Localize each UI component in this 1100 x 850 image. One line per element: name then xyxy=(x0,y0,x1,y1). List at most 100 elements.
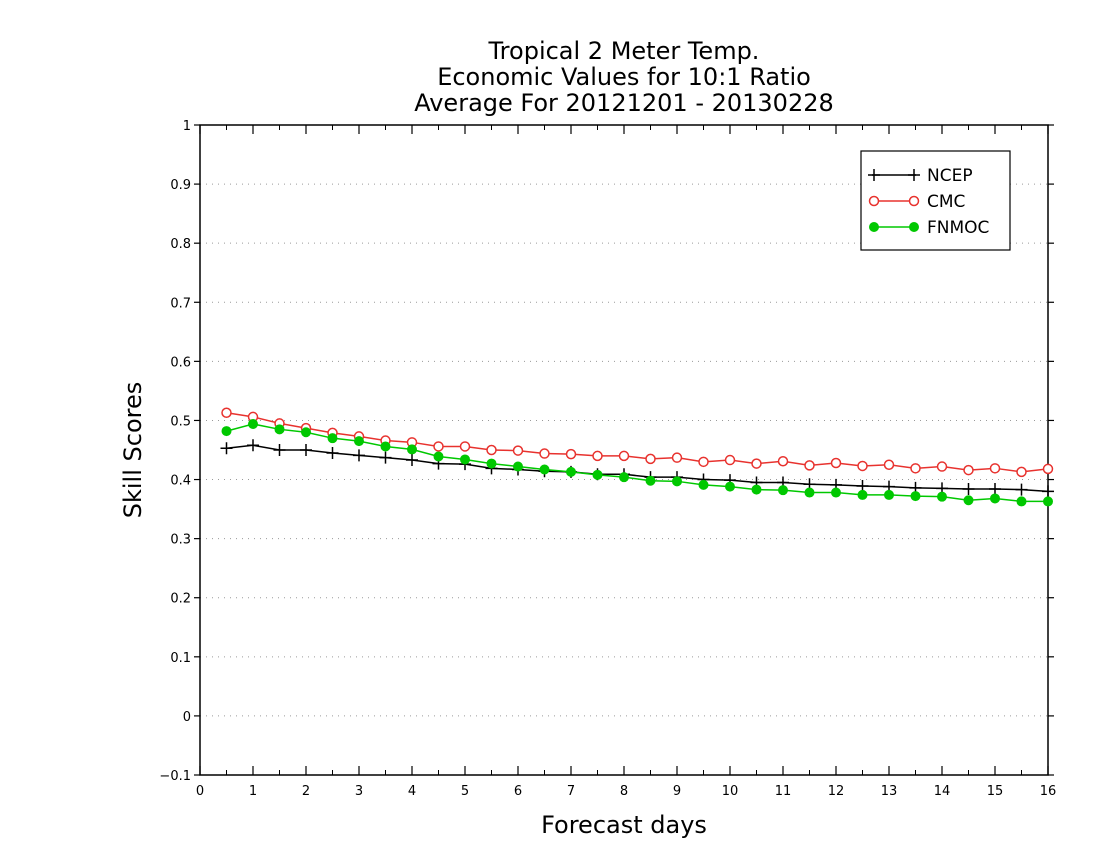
y-axis: −0.1 0 0.1 0.2 0.3 0.4 0.5 0.6 0.7 0.8 0.9 1 xyxy=(159,119,1054,784)
y-tick-label: 0.3 xyxy=(170,533,191,548)
y-tick-label: 0.2 xyxy=(170,592,191,607)
x-tick-label: 13 xyxy=(881,784,898,799)
y-tick-label: 0.1 xyxy=(170,651,191,666)
data-point-ncep xyxy=(326,446,339,459)
data-point-cmc xyxy=(936,461,948,472)
data-point-cmc xyxy=(989,463,1001,474)
legend-marker xyxy=(908,169,920,181)
legend-marker xyxy=(868,195,880,207)
y-tick-label: 0.4 xyxy=(170,474,191,489)
data-point-fnmoc xyxy=(672,476,682,487)
data-point-fnmoc xyxy=(327,433,338,444)
data-point-cmc xyxy=(486,444,497,456)
legend-marker xyxy=(909,222,919,232)
x-tick-label: 3 xyxy=(355,784,363,799)
x-tick-label: 15 xyxy=(987,784,1004,799)
series-layer xyxy=(220,407,1054,507)
data-point-fnmoc xyxy=(937,491,947,502)
data-point-fnmoc xyxy=(566,466,576,477)
title-line-2: Economic Values for 10:1 Ratio xyxy=(437,63,811,91)
data-point-fnmoc xyxy=(354,436,364,447)
data-point-cmc xyxy=(539,448,550,459)
data-point-fnmoc xyxy=(910,491,921,502)
data-point-fnmoc xyxy=(486,458,497,469)
y-tick-label: 0.9 xyxy=(170,178,191,193)
data-point-cmc xyxy=(910,463,921,474)
y-tick-label: 1 xyxy=(183,119,191,134)
data-point-cmc xyxy=(883,459,895,471)
data-point-cmc xyxy=(592,450,603,462)
data-point-fnmoc xyxy=(963,495,974,506)
legend-label-fnmoc: FNMOC xyxy=(927,218,989,238)
legend-box xyxy=(860,150,1011,251)
data-point-ncep xyxy=(220,442,233,455)
data-point-ncep xyxy=(353,449,365,462)
data-point-cmc xyxy=(724,454,736,466)
x-tick-label: 6 xyxy=(514,784,522,799)
data-point-cmc xyxy=(963,464,974,476)
x-tick-label: 8 xyxy=(620,784,628,799)
data-point-cmc xyxy=(459,441,471,452)
chart-title: Tropical 2 Meter Temp.Economic Values fo… xyxy=(414,37,834,117)
x-tick-label: 2 xyxy=(302,784,310,799)
x-tick-label: 10 xyxy=(722,784,739,799)
x-tick-label: 4 xyxy=(408,784,416,799)
legend-label-ncep: NCEP xyxy=(927,166,973,186)
data-point-ncep xyxy=(406,454,418,467)
x-axis: 0 1 2 3 4 5 6 7 8 9 10 11 12 13 14 15 16 xyxy=(196,125,1056,799)
data-point-cmc xyxy=(512,445,524,456)
data-point-fnmoc xyxy=(539,464,550,475)
data-point-cmc xyxy=(751,458,762,469)
data-point-fnmoc xyxy=(725,481,735,492)
series-fnmoc xyxy=(221,419,1053,507)
data-point-fnmoc xyxy=(831,487,841,498)
data-point-fnmoc xyxy=(301,427,311,438)
legend-entry-cmc: CMC xyxy=(868,192,965,212)
data-point-fnmoc xyxy=(990,493,1000,504)
data-point-ncep xyxy=(273,444,286,456)
title-line-1: Tropical 2 Meter Temp. xyxy=(488,37,760,65)
data-point-fnmoc xyxy=(778,485,788,496)
data-point-cmc xyxy=(857,460,868,472)
y-tick-label: 0.6 xyxy=(170,355,191,370)
data-point-fnmoc xyxy=(1016,496,1027,507)
grid xyxy=(200,183,1048,717)
data-point-ncep xyxy=(379,451,392,464)
data-point-fnmoc xyxy=(857,489,868,500)
x-tick-label: 7 xyxy=(567,784,575,799)
legend: NCEP CMC FNMOC xyxy=(860,150,1011,251)
data-point-cmc xyxy=(830,457,842,469)
data-point-fnmoc xyxy=(1043,496,1053,507)
data-point-ncep xyxy=(962,483,975,495)
data-point-cmc xyxy=(804,460,815,471)
data-point-ncep xyxy=(1015,483,1028,496)
y-axis-label: Skill Scores xyxy=(119,382,147,519)
data-point-fnmoc xyxy=(645,475,656,486)
data-point-fnmoc xyxy=(221,426,232,437)
y-tick-label: −0.1 xyxy=(159,769,191,784)
data-point-fnmoc xyxy=(433,451,444,462)
data-point-fnmoc xyxy=(751,484,762,495)
legend-marker xyxy=(869,222,879,232)
x-tick-label: 0 xyxy=(196,784,204,799)
x-tick-label: 5 xyxy=(461,784,469,799)
y-tick-label: 0 xyxy=(183,710,191,725)
data-point-ncep xyxy=(1042,485,1054,498)
x-tick-label: 12 xyxy=(828,784,845,799)
data-point-fnmoc xyxy=(513,461,523,472)
data-point-fnmoc xyxy=(407,444,417,455)
data-point-ncep xyxy=(300,444,312,456)
data-point-cmc xyxy=(698,456,709,468)
y-tick-label: 0.8 xyxy=(170,237,191,252)
series-cmc xyxy=(221,407,1054,478)
data-point-fnmoc xyxy=(460,454,470,465)
data-point-cmc xyxy=(671,452,683,463)
data-point-cmc xyxy=(777,455,789,467)
legend-entry-fnmoc: FNMOC xyxy=(869,218,989,238)
data-point-cmc xyxy=(645,453,656,465)
legend-label-cmc: CMC xyxy=(927,192,965,212)
y-tick-label: 0.5 xyxy=(170,414,191,429)
legend-entry-ncep: NCEP xyxy=(868,166,973,186)
legend-marker xyxy=(908,195,920,207)
